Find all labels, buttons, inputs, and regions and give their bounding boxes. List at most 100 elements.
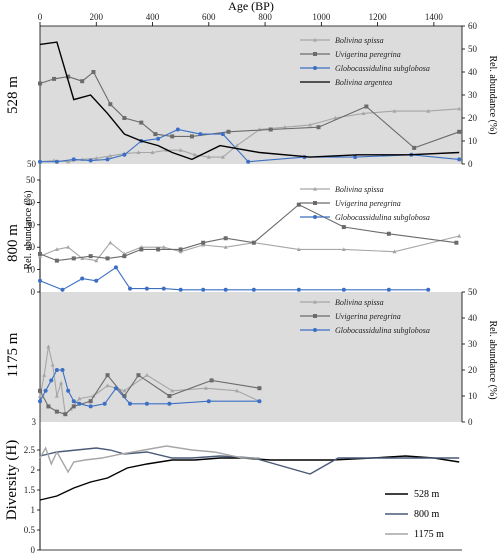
data-point (223, 287, 228, 292)
data-point (59, 380, 64, 385)
legend-label: 528 m (414, 489, 440, 500)
data-point (102, 401, 107, 406)
y-tick-label: 20 (26, 242, 36, 252)
data-point (206, 154, 211, 159)
data-point (392, 108, 397, 113)
y-tick-label: 50 (468, 287, 478, 297)
data-point (257, 399, 262, 404)
legend-1175-m: Bolivina spissa Uvigerina peregrina Globoc… (300, 298, 430, 335)
data-point (144, 286, 149, 291)
y-tick-label: 1 (31, 505, 36, 515)
data-point (153, 132, 158, 137)
data-point (71, 399, 76, 404)
data-point (251, 240, 256, 245)
data-point (209, 378, 214, 383)
data-point (66, 245, 71, 249)
data-point (454, 240, 459, 245)
data-point (392, 249, 397, 254)
data-point (88, 158, 93, 163)
data-point (426, 108, 431, 113)
legend-label: Globocassidulina subglobosa (335, 326, 430, 335)
series-globocassidulina-subglobosa (38, 127, 462, 164)
data-point (52, 76, 57, 81)
data-point (136, 150, 141, 155)
legend-label: Bolivina spissa (335, 298, 384, 307)
legend-label: Globocassidulina subglobosa (335, 64, 430, 73)
legend-label: Uvigerina peregrina (335, 199, 401, 208)
data-point (38, 388, 42, 393)
data-point (108, 240, 113, 245)
data-point (192, 152, 197, 157)
data-point (38, 393, 42, 398)
data-point (105, 256, 110, 261)
data-point (105, 383, 110, 388)
data-point (144, 401, 149, 406)
data-point (246, 159, 251, 164)
data-point (178, 287, 183, 292)
panel-diversity: 0 0.5 1 1.5 2 2.5 (24, 430, 460, 555)
y-tick-label: 10 (468, 136, 478, 146)
data-point (296, 247, 301, 252)
rel-abundance-label-1175: Rel. abundance (%) (487, 320, 498, 399)
data-point (113, 386, 118, 391)
data-point (234, 388, 239, 393)
series-line (39, 447, 460, 475)
y-tick-label: 1.5 (24, 485, 36, 495)
data-point (43, 388, 48, 393)
y-tick-label: 20 (468, 113, 478, 123)
data-point (54, 258, 59, 263)
data-point (178, 148, 183, 152)
data-point (457, 129, 462, 134)
data-point (80, 276, 85, 281)
legend-marker (313, 52, 317, 56)
data-point (161, 245, 166, 249)
x-axis-title: Age (BP) (228, 0, 274, 13)
left-tick-label: 50 (27, 159, 37, 169)
legend-marker (313, 314, 317, 318)
legend-marker (313, 299, 317, 304)
data-point (94, 258, 99, 263)
panel-label-528: 528 m (5, 76, 21, 114)
data-point (54, 393, 59, 398)
data-point (426, 287, 431, 292)
series-uvigerina-peregrina (38, 70, 462, 150)
data-point (54, 247, 59, 252)
data-point (128, 401, 133, 406)
data-point (364, 104, 369, 109)
x-tick-label: 1000 (312, 12, 331, 22)
data-point (361, 111, 366, 115)
data-point (94, 156, 99, 160)
data-point (257, 386, 262, 391)
data-point (91, 393, 96, 398)
data-point (46, 404, 51, 409)
data-point (88, 254, 93, 259)
x-tick-label: 600 (202, 12, 216, 22)
series-bolivina-argentea (39, 41, 460, 161)
data-point (38, 81, 42, 86)
x-tick-label: 0 (38, 12, 43, 22)
data-point (333, 115, 338, 120)
data-point (71, 404, 76, 409)
data-point (203, 386, 208, 390)
data-point (80, 256, 85, 260)
legend-800-m: Bolivina spissa Uvigerina peregrina Globoc… (300, 185, 430, 222)
data-point (54, 159, 59, 164)
data-point (66, 159, 71, 164)
data-point (251, 287, 256, 292)
data-point (341, 247, 346, 252)
panel-label-diversity: Diversity (H) (4, 440, 20, 520)
data-point (220, 132, 225, 137)
data-point (88, 399, 93, 404)
series-line (39, 266, 429, 291)
y-tick-label: 30 (26, 220, 36, 230)
data-point (122, 152, 127, 157)
data-point (38, 159, 42, 164)
series-line (39, 445, 260, 474)
series-line (39, 203, 457, 262)
data-point (77, 401, 82, 406)
data-point (113, 265, 118, 270)
legend-label: Bolivina argentea (335, 78, 392, 87)
legend-label: Globocassidulina subglobosa (335, 213, 430, 222)
panel-528-background (40, 26, 462, 164)
panel-label-1175: 1175 m (5, 332, 21, 377)
